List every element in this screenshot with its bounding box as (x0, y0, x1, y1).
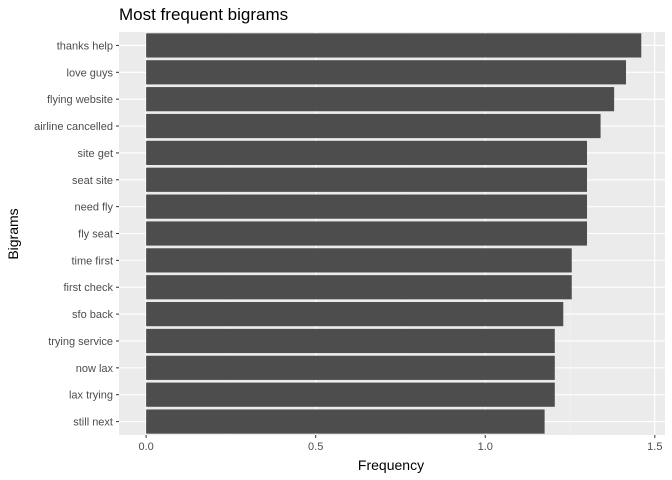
y-tick-label: fly seat (78, 229, 113, 241)
y-tick-label: lax trying (69, 390, 113, 402)
bar-site-get (146, 140, 587, 165)
y-tick-label: now lax (76, 363, 114, 375)
y-tick-label: still next (73, 417, 113, 429)
bar-airline-cancelled (146, 113, 601, 139)
y-tick-label: first check (63, 282, 113, 294)
bar-trying-service (146, 328, 555, 354)
y-tick-label: seat site (72, 175, 113, 187)
bar-thanks-help (146, 33, 642, 58)
x-tick-label: 0.5 (308, 441, 323, 453)
y-tick-label: sfo back (72, 309, 113, 321)
x-tick-label: 0.0 (138, 441, 153, 453)
bar-love-guys (146, 60, 626, 85)
y-tick-label: trying service (48, 336, 113, 348)
y-tick-label: flying website (47, 94, 113, 106)
bar-still-next (146, 409, 545, 434)
y-tick-label: site get (78, 148, 113, 160)
x-tick-label: 1.5 (647, 441, 662, 453)
y-axis: thanks help love guys flying website airlin… (34, 40, 119, 429)
bar-first-check (146, 275, 572, 300)
bar-seat-site (146, 167, 587, 192)
x-axis: 0.0 0.5 1.0 1.5 (138, 435, 662, 453)
y-tick-label: love guys (67, 67, 114, 79)
y-tick-label: airline cancelled (34, 121, 113, 133)
y-tick-label: thanks help (57, 40, 113, 52)
bar-now-lax (146, 355, 555, 380)
bar-fly-seat (146, 221, 587, 246)
bar-lax-trying (146, 382, 555, 407)
bar-flying-website (146, 87, 615, 112)
y-tick-label: need fly (74, 202, 113, 214)
chart-title: Most frequent bigrams (119, 5, 288, 24)
x-axis-title: Frequency (358, 457, 424, 473)
x-tick-label: 1.0 (478, 441, 493, 453)
bar-time-first (146, 248, 572, 273)
y-axis-title: Bigrams (5, 208, 21, 259)
bar-sfo-back (146, 302, 564, 327)
bar-need-fly (146, 194, 587, 219)
bars (146, 33, 642, 434)
y-tick-label: time first (71, 255, 113, 267)
